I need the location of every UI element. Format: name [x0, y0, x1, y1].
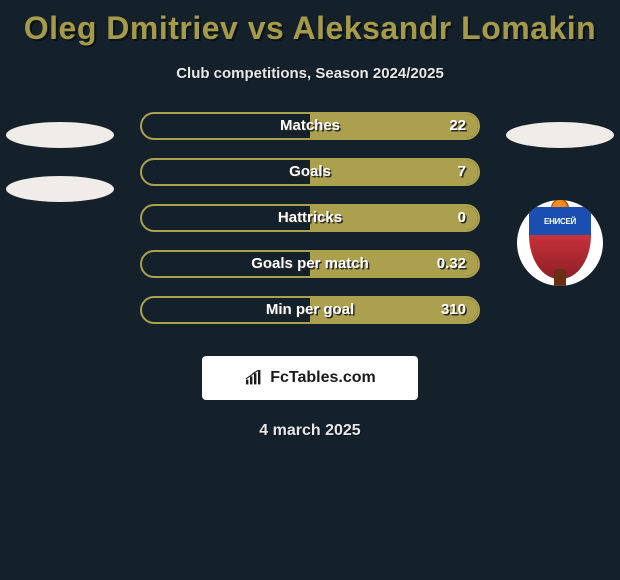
stat-row: Min per goal 310 — [140, 296, 480, 324]
stat-bar-right — [310, 160, 478, 184]
stat-row: Goals 7 — [140, 158, 480, 186]
right-player-photo-placeholder — [506, 122, 614, 148]
left-club-badge-placeholder — [6, 176, 114, 202]
stat-row: Matches 22 — [140, 112, 480, 140]
stat-bar-right — [310, 206, 478, 230]
stat-bar-left — [142, 252, 310, 276]
stat-bar-left — [142, 160, 310, 184]
stat-bar-right — [310, 298, 478, 322]
club-badge-lower — [529, 235, 591, 279]
comparison-panel: ЕНИСЕЙ Matches 22 Goals 7 Hattrick — [0, 112, 620, 342]
club-badge-shield: ЕНИСЕЙ — [529, 207, 591, 279]
brand-badge[interactable]: FcTables.com — [202, 356, 418, 400]
stat-rows: Matches 22 Goals 7 Hattricks 0 Goals per… — [140, 112, 480, 324]
stat-bar-right — [310, 114, 478, 138]
date-label: 4 march 2025 — [0, 422, 620, 440]
stat-row: Goals per match 0.32 — [140, 250, 480, 278]
page-title: Oleg Dmitriev vs Aleksandr Lomakin — [0, 0, 620, 47]
stat-bar-right — [310, 252, 478, 276]
bar-chart-icon — [244, 370, 264, 386]
left-player-photo-placeholder — [6, 122, 114, 148]
club-badge-label: ЕНИСЕЙ — [529, 207, 591, 235]
brand-text: FcTables.com — [270, 369, 376, 387]
subtitle: Club competitions, Season 2024/2025 — [0, 65, 620, 82]
stat-bar-left — [142, 206, 310, 230]
stat-row: Hattricks 0 — [140, 204, 480, 232]
stat-bar-left — [142, 298, 310, 322]
right-player-column: ЕНИСЕЙ — [500, 112, 620, 286]
club-badge-figure-icon — [554, 269, 566, 286]
left-player-column — [0, 112, 120, 202]
right-club-badge: ЕНИСЕЙ — [517, 200, 603, 286]
stat-bar-left — [142, 114, 310, 138]
